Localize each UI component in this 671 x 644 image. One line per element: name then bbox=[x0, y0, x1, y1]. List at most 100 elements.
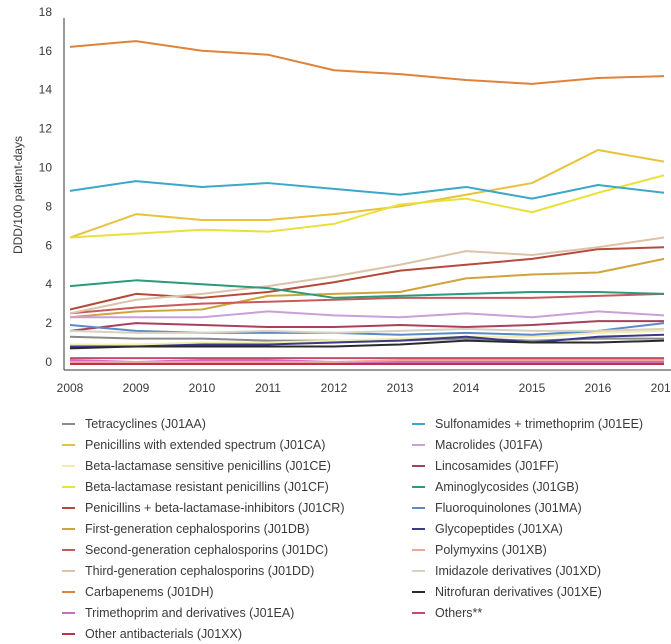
legend-item: Nitrofuran derivatives (J01XE) bbox=[412, 582, 602, 602]
x-tick-label: 2009 bbox=[123, 381, 150, 395]
legend-item: Carbapenems (J01DH) bbox=[62, 582, 214, 602]
legend-item: Glycopeptides (J01XA) bbox=[412, 519, 563, 539]
series-line bbox=[69, 339, 665, 350]
y-tick-label: 4 bbox=[45, 277, 52, 291]
legend-item: Penicillins with extended spectrum (J01C… bbox=[62, 435, 325, 455]
legend-item: Macrolides (J01FA) bbox=[412, 435, 543, 455]
legend-label: Nitrofuran derivatives (J01XE) bbox=[435, 585, 602, 599]
legend-label: Trimethoprim and derivatives (J01EA) bbox=[85, 606, 295, 620]
legend-label: Tetracyclines (J01AA) bbox=[85, 417, 206, 431]
legend-swatch bbox=[412, 507, 425, 509]
x-tick-label: 2011 bbox=[255, 381, 281, 395]
y-tick-label: 6 bbox=[45, 238, 52, 252]
legend-label: Macrolides (J01FA) bbox=[435, 438, 543, 452]
legend-swatch bbox=[412, 591, 425, 593]
legend-item: Tetracyclines (J01AA) bbox=[62, 414, 206, 434]
y-tick-label: 18 bbox=[39, 5, 53, 19]
legend-item: First-generation cephalosporins (J01DB) bbox=[62, 519, 309, 539]
legend-label: Lincosamides (J01FF) bbox=[435, 459, 559, 473]
series-line bbox=[69, 327, 665, 334]
legend-swatch bbox=[62, 549, 75, 551]
legend-swatch bbox=[412, 465, 425, 467]
legend-label: Other antibacterials (J01XX) bbox=[85, 627, 243, 641]
series-line bbox=[69, 320, 664, 332]
legend-label: Beta-lactamase sensitive penicillins (J0… bbox=[85, 459, 331, 473]
x-tick-label: 2010 bbox=[189, 381, 216, 395]
legend-item: Imidazole derivatives (J01XD) bbox=[412, 561, 601, 581]
series-lines bbox=[69, 40, 665, 365]
y-tick-label: 16 bbox=[39, 44, 53, 58]
legend-swatch bbox=[62, 444, 75, 446]
legend-label: Third-generation cephalosporins (J01DD) bbox=[85, 564, 315, 578]
legend-item: Sulfonamides + trimethoprim (J01EE) bbox=[412, 414, 643, 434]
legend-label: Others** bbox=[435, 606, 483, 620]
legend-item: Third-generation cephalosporins (J01DD) bbox=[62, 561, 314, 581]
legend-item: Trimethoprim and derivatives (J01EA) bbox=[62, 603, 294, 623]
legend-swatch bbox=[412, 486, 425, 488]
x-tick-label: 2012 bbox=[321, 381, 348, 395]
legend-swatch bbox=[62, 528, 75, 530]
series-line bbox=[69, 292, 665, 315]
legend-label: Penicillins + beta-lactamase-inhibitors … bbox=[85, 501, 345, 515]
y-tick-label: 12 bbox=[39, 122, 53, 136]
x-tick-labels: 2008 2009 2010 2011 2012 2013 2014 2015 2016 2017 bbox=[57, 381, 671, 395]
legend-label: Sulfonamides + trimethoprim (J01EE) bbox=[435, 417, 644, 431]
legend-label: Penicillins with extended spectrum (J01C… bbox=[85, 438, 326, 452]
series-line bbox=[69, 246, 665, 311]
legend-item: Polymyxins (J01XB) bbox=[412, 540, 547, 560]
legend-swatch bbox=[62, 486, 75, 488]
legend-item: Second-generation cephalosporins (J01DC) bbox=[62, 540, 328, 560]
legend-item: Others** bbox=[412, 603, 482, 623]
legend-label: Carbapenems (J01DH) bbox=[85, 585, 214, 599]
legend-item: Other antibacterials (J01XX) bbox=[62, 624, 242, 644]
y-tick-label: 8 bbox=[45, 199, 52, 213]
legend-item: Penicillins + beta-lactamase-inhibitors … bbox=[62, 498, 344, 518]
y-axis-label: DDD/100 patient-days bbox=[11, 136, 25, 254]
series-line bbox=[69, 279, 665, 299]
legend-item: Lincosamides (J01FF) bbox=[412, 456, 559, 476]
x-tick-label: 2014 bbox=[453, 381, 480, 395]
chart-legend: Tetracyclines (J01AA) Penicillins with ex… bbox=[0, 414, 671, 641]
legend-swatch bbox=[62, 612, 75, 614]
legend-swatch bbox=[62, 633, 75, 635]
legend-item: Fluoroquinolones (J01MA) bbox=[412, 498, 582, 518]
legend-label: First-generation cephalosporins (J01DB) bbox=[85, 522, 310, 536]
legend-swatch bbox=[412, 570, 425, 572]
series-line bbox=[69, 236, 665, 315]
y-tick-label: 2 bbox=[45, 316, 52, 330]
legend-item: Beta-lactamase resistant penicillins (J0… bbox=[62, 477, 329, 497]
series-line bbox=[69, 180, 665, 200]
x-tick-label: 2013 bbox=[387, 381, 414, 395]
legend-label: Aminoglycosides (J01GB) bbox=[435, 480, 579, 494]
y-tick-label: 0 bbox=[45, 355, 52, 369]
legend-item: Aminoglycosides (J01GB) bbox=[412, 477, 579, 497]
series-line bbox=[69, 40, 665, 85]
line-chart: 0 2 4 6 8 10 12 14 16 18 2008 2009 2010 2011 2012 2013… bbox=[11, 5, 671, 395]
legend-swatch bbox=[62, 465, 75, 467]
legend-label: Fluoroquinolones (J01MA) bbox=[435, 501, 582, 515]
legend-label: Imidazole derivatives (J01XD) bbox=[435, 564, 602, 578]
legend-label: Polymyxins (J01XB) bbox=[435, 543, 547, 557]
legend-swatch bbox=[62, 423, 75, 425]
y-tick-label: 14 bbox=[39, 83, 53, 97]
y-tick-label: 10 bbox=[39, 161, 53, 175]
legend-swatch bbox=[62, 591, 75, 593]
series-line bbox=[70, 310, 665, 319]
legend-swatch bbox=[62, 570, 75, 572]
legend-swatch bbox=[412, 549, 425, 551]
legend-label: Second-generation cephalosporins (J01DC) bbox=[85, 543, 329, 557]
legend-label: Beta-lactamase resistant penicillins (J0… bbox=[85, 480, 329, 494]
y-tick-labels: 0 2 4 6 8 10 12 14 16 18 bbox=[39, 5, 53, 369]
x-tick-label: 2008 bbox=[57, 381, 84, 395]
series-line bbox=[70, 359, 664, 363]
series-line bbox=[69, 148, 665, 239]
legend-swatch bbox=[412, 612, 425, 614]
x-tick-label: 2015 bbox=[519, 381, 546, 395]
legend-swatch bbox=[412, 444, 425, 446]
legend-swatch bbox=[62, 507, 75, 509]
legend-swatch bbox=[412, 423, 425, 425]
x-tick-label: 2016 bbox=[585, 381, 612, 395]
series-line bbox=[69, 257, 665, 319]
legend-label: Glycopeptides (J01XA) bbox=[435, 522, 563, 536]
legend-item: Beta-lactamase sensitive penicillins (J0… bbox=[62, 456, 331, 476]
